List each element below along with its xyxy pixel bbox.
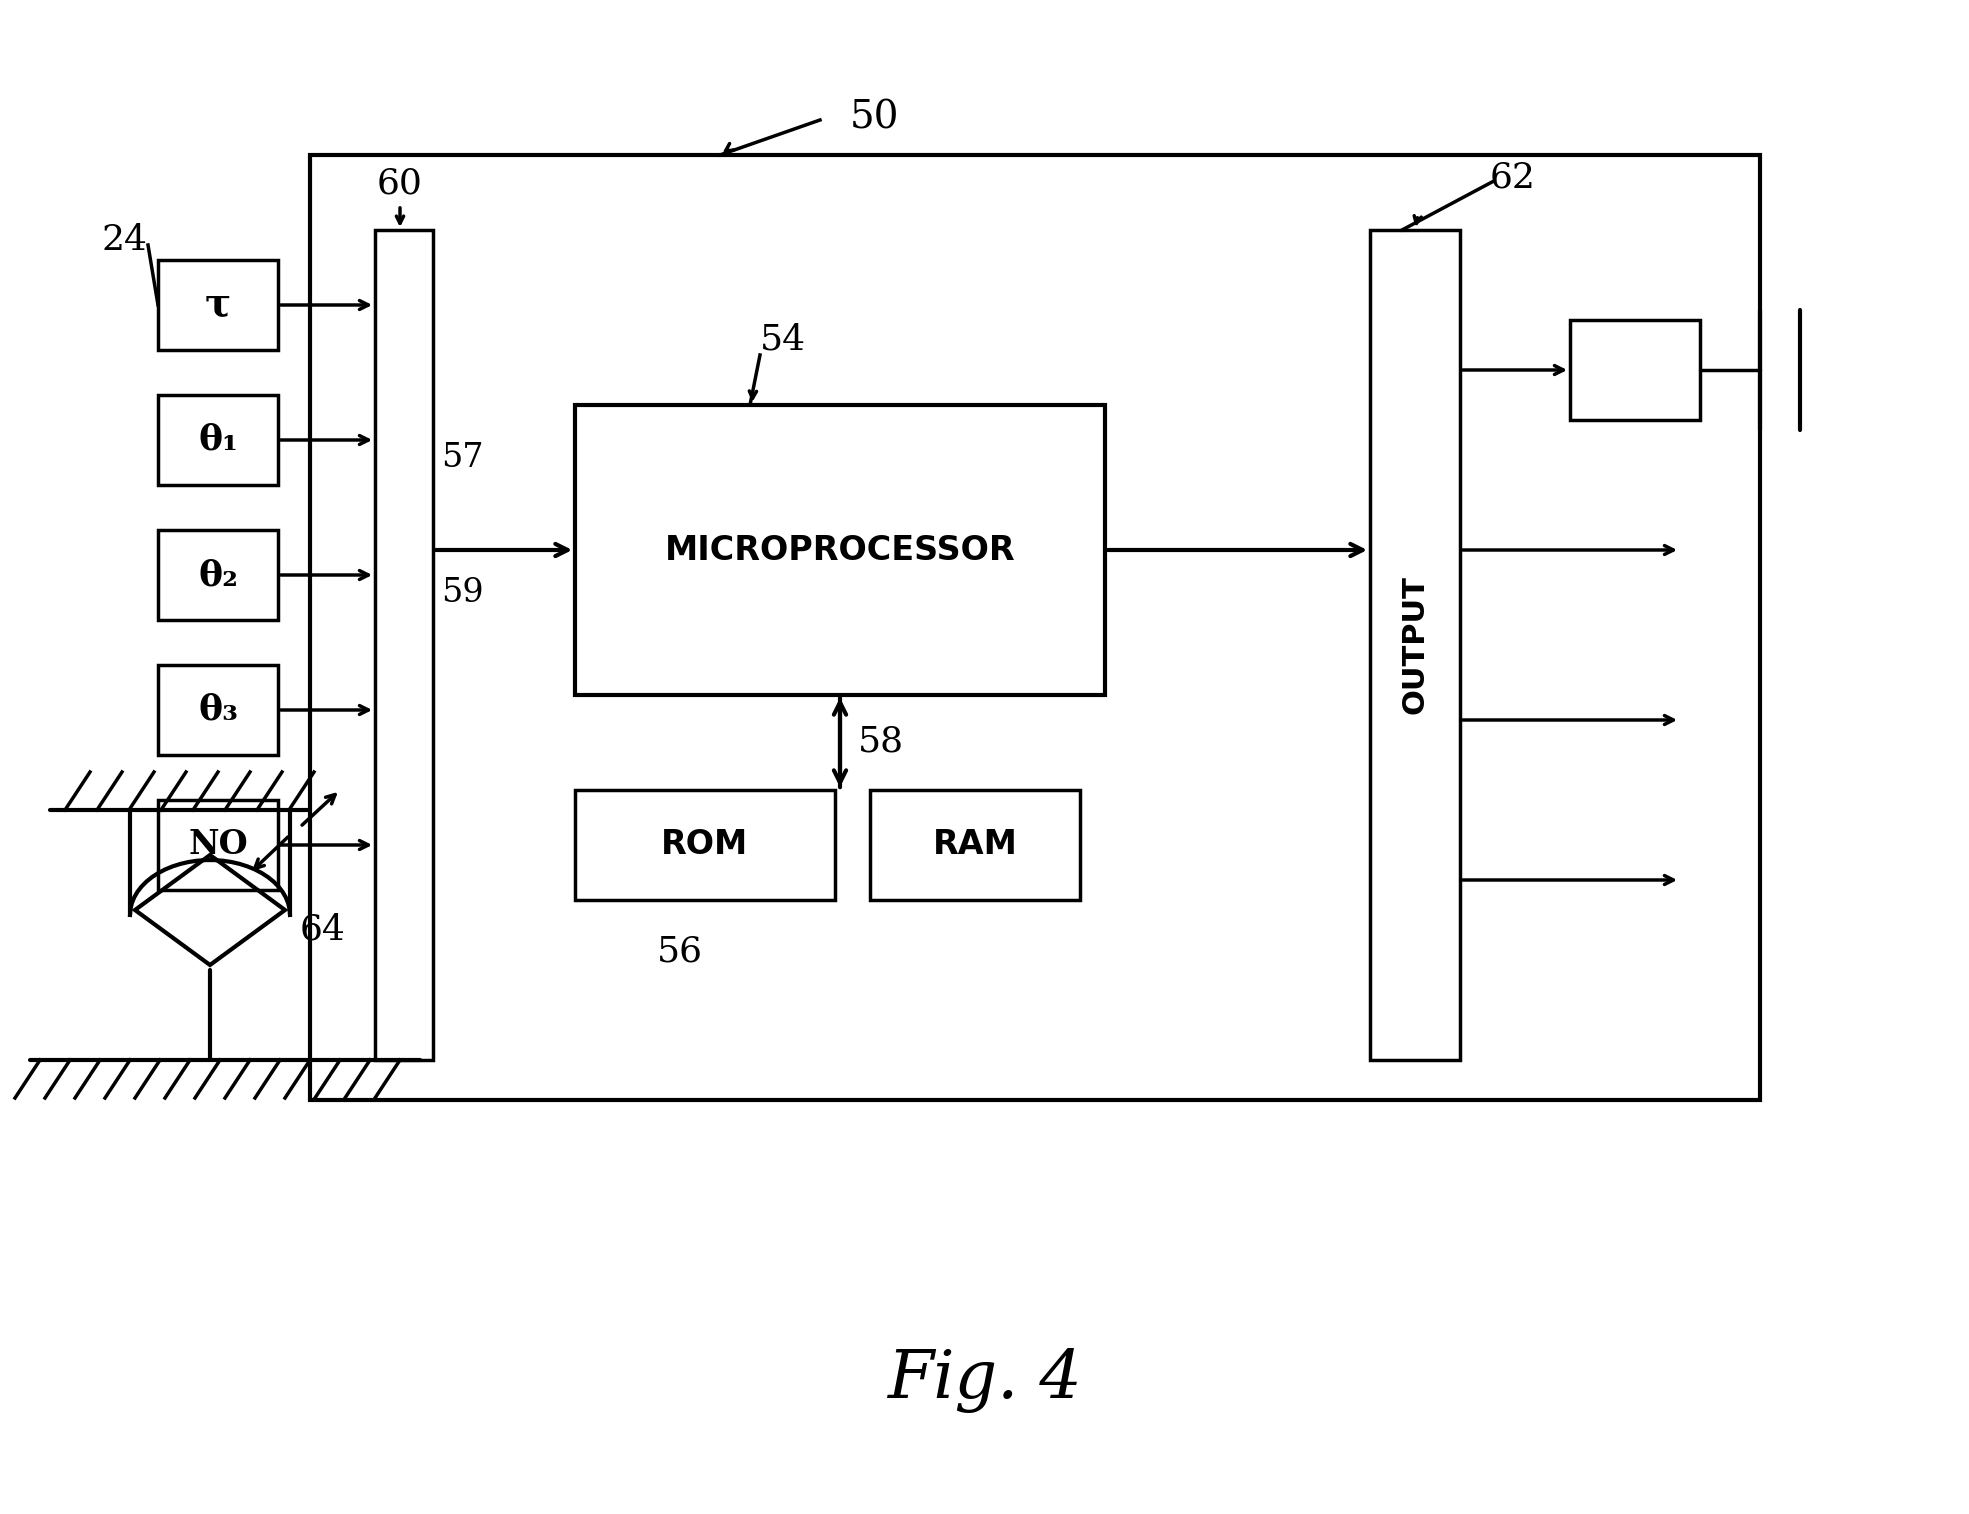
Text: θ₂: θ₂ [199, 559, 238, 592]
Text: RAM: RAM [933, 828, 1018, 861]
Text: 24: 24 [102, 223, 148, 257]
Text: 59: 59 [441, 577, 484, 609]
Bar [158, 665, 278, 755]
Bar [1370, 230, 1459, 1060]
Bar [158, 395, 278, 484]
Bar [158, 530, 278, 621]
Bar [575, 790, 835, 899]
Bar [309, 154, 1760, 1101]
Text: 54: 54 [760, 322, 805, 357]
Text: 56: 56 [658, 936, 703, 969]
Bar [158, 799, 278, 890]
Bar [1569, 319, 1699, 419]
Text: Fig. 4: Fig. 4 [886, 1347, 1081, 1413]
Text: ROM: ROM [662, 828, 748, 861]
Bar [575, 406, 1105, 695]
Text: NO: NO [189, 828, 248, 861]
Text: 57: 57 [441, 442, 484, 474]
Text: 60: 60 [376, 167, 423, 200]
Text: 58: 58 [858, 725, 904, 759]
Text: 64: 64 [299, 913, 347, 946]
Text: MICROPROCESSOR: MICROPROCESSOR [666, 533, 1016, 566]
Text: 50: 50 [851, 100, 900, 136]
Bar [158, 260, 278, 350]
Text: θ₃: θ₃ [199, 693, 238, 727]
Text: τ: τ [205, 286, 230, 324]
Bar [374, 230, 433, 1060]
Text: θ₁: θ₁ [199, 422, 238, 457]
Text: OUTPUT: OUTPUT [1400, 575, 1429, 715]
Text: 62: 62 [1491, 160, 1536, 195]
Bar [870, 790, 1081, 899]
